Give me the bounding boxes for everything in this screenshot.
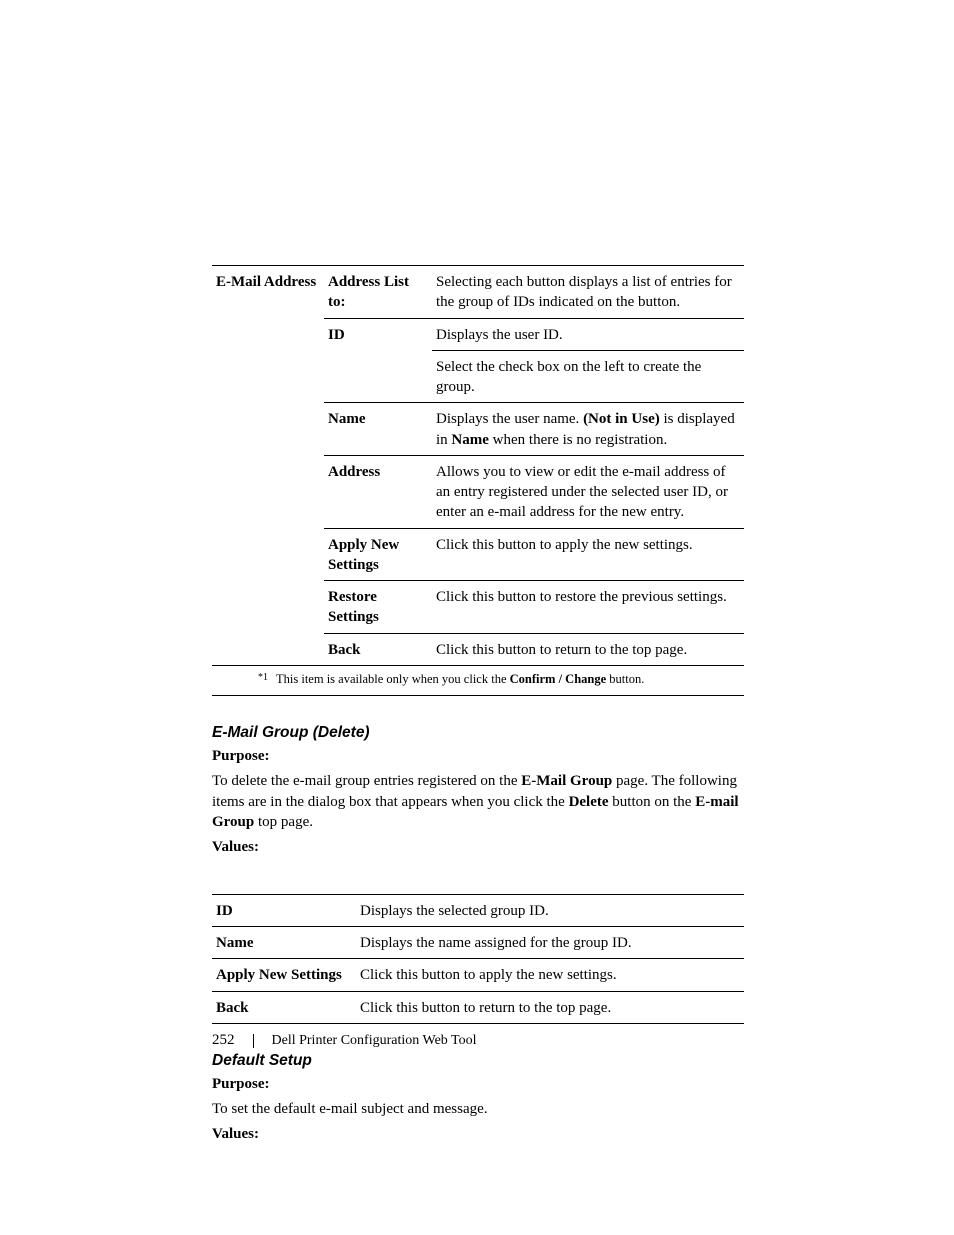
email-address-table: E-Mail Address Address List to: Selectin… bbox=[212, 265, 744, 666]
table1-row-label: Restore Settings bbox=[324, 581, 432, 634]
values-label: Values: bbox=[212, 839, 744, 856]
table1-row-label: Address bbox=[324, 455, 432, 528]
table1-row-desc: Displays the user name. (Not in Use) is … bbox=[432, 403, 744, 456]
footer-divider bbox=[253, 1034, 254, 1048]
table2-desc: Displays the name assigned for the group… bbox=[356, 927, 744, 959]
purpose-label: Purpose: bbox=[212, 1076, 744, 1093]
section-heading-default-setup: Default Setup bbox=[212, 1052, 744, 1070]
table2-desc: Click this button to return to the top p… bbox=[356, 991, 744, 1023]
table2-desc: Click this button to apply the new setti… bbox=[356, 959, 744, 991]
values-label: Values: bbox=[212, 1126, 744, 1143]
table1-row-label: ID bbox=[324, 318, 432, 403]
table1-category: E-Mail Address bbox=[212, 266, 324, 666]
footnote-marker: *1 bbox=[212, 668, 276, 696]
table1-row-label: Back bbox=[324, 633, 432, 665]
table2-label: Name bbox=[212, 927, 356, 959]
page-number: 252 bbox=[212, 1032, 235, 1049]
table1-row-desc: Click this button to restore the previou… bbox=[432, 581, 744, 634]
table1-row-label: Name bbox=[324, 403, 432, 456]
footnote-table: *1 This item is available only when you … bbox=[212, 668, 744, 696]
purpose-label: Purpose: bbox=[212, 748, 744, 765]
table1-row-label: Address List to: bbox=[324, 266, 432, 319]
table2-label: ID bbox=[212, 894, 356, 926]
footer-title: Dell Printer Configuration Web Tool bbox=[272, 1033, 477, 1049]
table1-row-desc: Click this button to apply the new setti… bbox=[432, 528, 744, 581]
page-footer: 252 Dell Printer Configuration Web Tool bbox=[212, 1032, 477, 1049]
table1-row-desc-extra: Select the check box on the left to crea… bbox=[432, 350, 744, 403]
document-page: E-Mail Address Address List to: Selectin… bbox=[0, 0, 954, 1235]
table2-label: Apply New Settings bbox=[212, 959, 356, 991]
section-heading-email-group-delete: E-Mail Group (Delete) bbox=[212, 724, 744, 742]
table1-row-desc: Displays the user ID. bbox=[432, 318, 744, 350]
purpose-text: To set the default e-mail subject and me… bbox=[212, 1099, 744, 1120]
table1-row-label: Apply New Settings bbox=[324, 528, 432, 581]
table1-row-desc: Click this button to return to the top p… bbox=[432, 633, 744, 665]
table1-row-desc: Allows you to view or edit the e-mail ad… bbox=[432, 455, 744, 528]
table1-row-desc: Selecting each button displays a list of… bbox=[432, 266, 744, 319]
table2-label: Back bbox=[212, 991, 356, 1023]
email-group-delete-table: ID Displays the selected group ID. Name … bbox=[212, 894, 744, 1024]
table2-desc: Displays the selected group ID. bbox=[356, 894, 744, 926]
footnote-text: This item is available only when you cli… bbox=[276, 668, 744, 696]
purpose-text: To delete the e-mail group entries regis… bbox=[212, 771, 744, 833]
